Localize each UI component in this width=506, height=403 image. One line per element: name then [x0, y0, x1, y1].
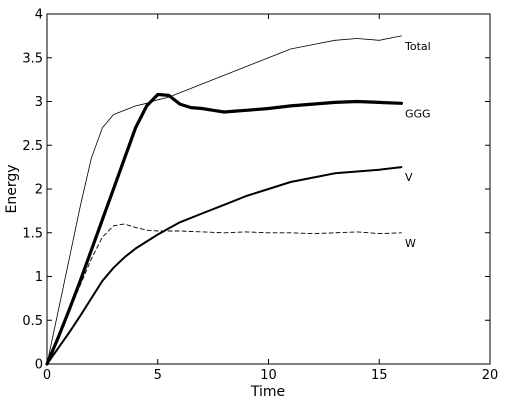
y-tick-label: 1.5	[22, 226, 43, 241]
x-tick-label: 20	[482, 368, 499, 383]
x-tick-label: 10	[260, 368, 277, 383]
series-labels: Total GGG V W	[404, 40, 431, 250]
series-line-w	[46, 223, 402, 365]
y-tick-label: 2	[35, 183, 43, 198]
y-tick-label: 2.5	[22, 139, 43, 154]
x-tick-label: 15	[371, 368, 388, 383]
series-label-total: Total	[404, 40, 431, 53]
x-tick-label: 0	[43, 368, 51, 383]
y-tick-label: 0	[35, 358, 43, 373]
x-axis-label: Time	[250, 384, 285, 400]
x-tick-label: 5	[154, 368, 162, 383]
y-tick-label: 0.5	[22, 314, 43, 329]
series-lines	[45, 35, 403, 366]
axis-ticks: 0 5 10 15 20 0 0.5 1 1.5 2 2.5 3 3.5 4	[22, 8, 498, 384]
series-label-w: W	[405, 237, 416, 250]
y-tick-label: 1	[35, 270, 43, 285]
y-tick-label: 4	[35, 8, 43, 23]
series-line-ggg	[45, 92, 403, 366]
y-axis-label: Energy	[4, 164, 20, 213]
series-label-v: V	[405, 171, 413, 184]
series-label-ggg: GGG	[405, 107, 431, 120]
series-line-v	[46, 166, 403, 365]
y-tick-label: 3.5	[22, 51, 43, 66]
y-tick-label: 3	[35, 95, 43, 110]
series-line-total	[46, 35, 402, 365]
